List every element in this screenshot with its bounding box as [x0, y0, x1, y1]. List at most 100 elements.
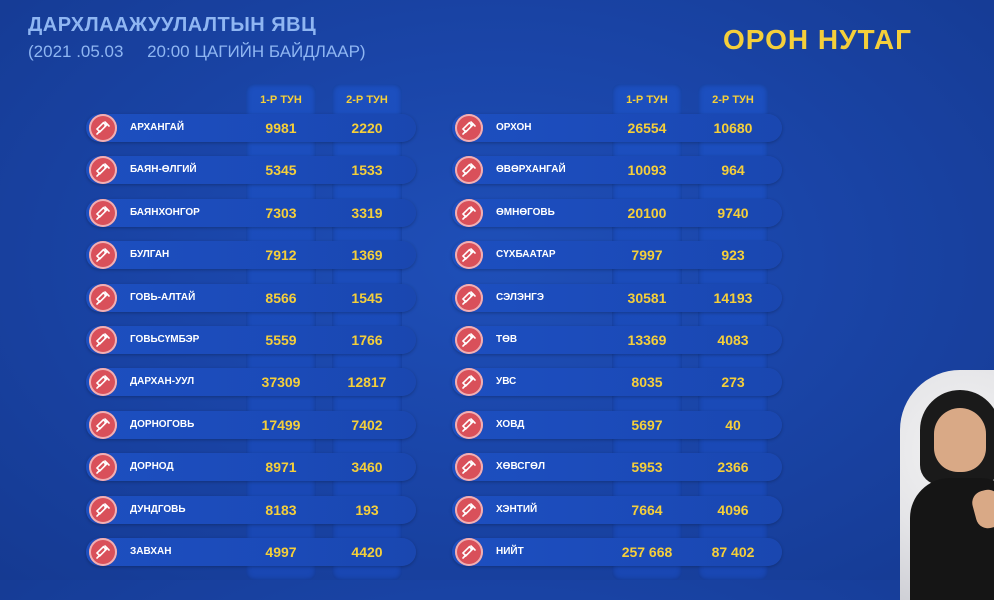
- region-name: ХӨВСГӨЛ: [496, 461, 545, 473]
- dose2-value: 2220: [351, 120, 383, 136]
- region-name: ӨМНӨГОВЬ: [496, 206, 555, 218]
- page-subtitle: (2021 .05.03 20:00 ЦАГИЙН БАЙДЛААР): [28, 42, 366, 61]
- table-row: ГОВЬСҮМБЭР 5559 1766: [86, 326, 416, 354]
- syringe-icon: [455, 241, 483, 270]
- dose2-value: 4083: [717, 332, 749, 348]
- dose2-value: 40: [725, 416, 741, 433]
- row-bar: [452, 241, 782, 270]
- dose1-value: 7912: [265, 247, 297, 264]
- region-name: ХЭНТИЙ: [496, 503, 538, 515]
- row-bar: [86, 495, 416, 524]
- region-name: БАЯН-ӨЛГИЙ: [130, 164, 197, 176]
- row-bar: [452, 410, 782, 439]
- syringe-icon: [89, 156, 117, 185]
- region-name: ХОВД: [496, 418, 525, 430]
- dose1-value: 7997: [631, 247, 663, 264]
- dose2-value: 964: [721, 162, 745, 179]
- dose2-value: 193: [355, 501, 379, 518]
- dose1-value: 30581: [627, 289, 667, 306]
- dose1-value: 7303: [265, 204, 297, 221]
- syringe-icon: [455, 538, 483, 566]
- page-title: ДАРХЛААЖУУЛАЛТЫН ЯВЦ: [28, 14, 317, 36]
- dose2-value: 12817: [347, 374, 387, 391]
- syringe-icon: [455, 198, 483, 227]
- region-name: АРХАНГАЙ: [130, 122, 185, 133]
- dose1-value: 5953: [631, 459, 663, 476]
- syringe-icon: [89, 538, 117, 566]
- dose1-value: 8183: [265, 501, 297, 518]
- syringe-icon: [89, 114, 117, 142]
- dose1-value: 8035: [631, 374, 663, 391]
- syringe-icon: [89, 495, 117, 524]
- dose1-value: 5697: [631, 416, 663, 433]
- table-row: ДУНДГОВЬ 8183 193: [86, 495, 416, 524]
- syringe-icon: [455, 156, 483, 185]
- table-row: ОРХОН 26554 10680: [452, 114, 782, 142]
- dose2-header: 2-Р ТУН: [346, 94, 388, 106]
- table-row: ХЭНТИЙ 7664 4096: [452, 495, 782, 524]
- region-name: ГОВЬ-АЛТАЙ: [130, 291, 196, 303]
- row-bar: [452, 368, 782, 397]
- table-row: ГОВЬ-АЛТАЙ 8566 1545: [86, 283, 416, 312]
- dose2-header: 2-Р ТУН: [712, 94, 754, 106]
- table-row: БУЛГАН 7912 1369: [86, 241, 416, 270]
- dose2-value: 9740: [717, 204, 749, 221]
- dose1-value: 10093: [627, 162, 667, 179]
- region-name: ДОРНОГОВЬ: [130, 418, 195, 430]
- table-row: ӨМНӨГОВЬ 20100 9740: [452, 198, 782, 227]
- dose2-value: 1533: [351, 162, 383, 179]
- region-name: ӨВӨРХАНГАЙ: [496, 164, 566, 176]
- table-row: ХОВД 5697 40: [452, 410, 782, 439]
- row-bar: [452, 283, 782, 312]
- table-row: НИЙТ 257 668 87 402: [452, 538, 782, 566]
- region-name: ТӨВ: [496, 334, 518, 345]
- row-bar: [452, 495, 782, 524]
- table-row: УВС 8035 273: [452, 368, 782, 397]
- row-bar: [86, 538, 416, 566]
- dose1-header: 1-Р ТУН: [626, 94, 668, 106]
- syringe-icon: [455, 114, 483, 142]
- dose1-value: 4997: [265, 544, 297, 560]
- syringe-icon: [89, 241, 117, 270]
- syringe-icon: [455, 410, 483, 439]
- table-row: ДАРХАН-УУЛ 37309 12817: [86, 368, 416, 397]
- region-name: ГОВЬСҮМБЭР: [130, 334, 200, 345]
- row-bar: [452, 198, 782, 227]
- dose2-value: 3460: [351, 459, 383, 476]
- table-row: ТӨВ 13369 4083: [452, 326, 782, 354]
- dose1-value: 8566: [265, 289, 297, 306]
- syringe-icon: [89, 410, 117, 439]
- table-row: ЗАВХАН 4997 4420: [86, 538, 416, 566]
- dose2-value: 4420: [351, 544, 383, 560]
- table-row: СҮХБААТАР 7997 923: [452, 241, 782, 270]
- table-row: ХӨВСГӨЛ 5953 2366: [452, 453, 782, 482]
- dose2-value: 3319: [351, 204, 383, 221]
- dose1-value: 5345: [265, 162, 297, 179]
- dose2-value: 87 402: [711, 544, 755, 560]
- region-name: ОРХОН: [496, 122, 532, 133]
- dose2-value: 923: [721, 247, 745, 264]
- table-row: ӨВӨРХАНГАЙ 10093 964: [452, 156, 782, 185]
- table-row: АРХАНГАЙ 9981 2220: [86, 114, 416, 142]
- syringe-icon: [455, 368, 483, 397]
- row-bar: [86, 241, 416, 270]
- region-name: СЭЛЭНГЭ: [496, 291, 544, 303]
- row-bar: [86, 368, 416, 397]
- dose2-value: 1369: [351, 247, 383, 264]
- dose2-value: 7402: [351, 416, 383, 433]
- region-name: ДАРХАН-УУЛ: [130, 376, 195, 388]
- presenter-face: [934, 408, 986, 472]
- region-name: ДУНДГОВЬ: [130, 503, 186, 515]
- table-row: ДОРНОГОВЬ 17499 7402: [86, 410, 416, 439]
- table-row: СЭЛЭНГЭ 30581 14193: [452, 283, 782, 312]
- dose1-value: 17499: [261, 416, 301, 433]
- dose1-value: 8971: [265, 459, 297, 476]
- dose1-value: 13369: [627, 332, 667, 348]
- dose2-value: 4096: [717, 501, 749, 518]
- row-bar: [452, 114, 782, 142]
- dose2-value: 1766: [351, 332, 383, 348]
- syringe-icon: [89, 283, 117, 312]
- region-name: ДОРНОД: [130, 461, 174, 473]
- region-name: НИЙТ: [496, 546, 524, 557]
- syringe-icon: [455, 453, 483, 482]
